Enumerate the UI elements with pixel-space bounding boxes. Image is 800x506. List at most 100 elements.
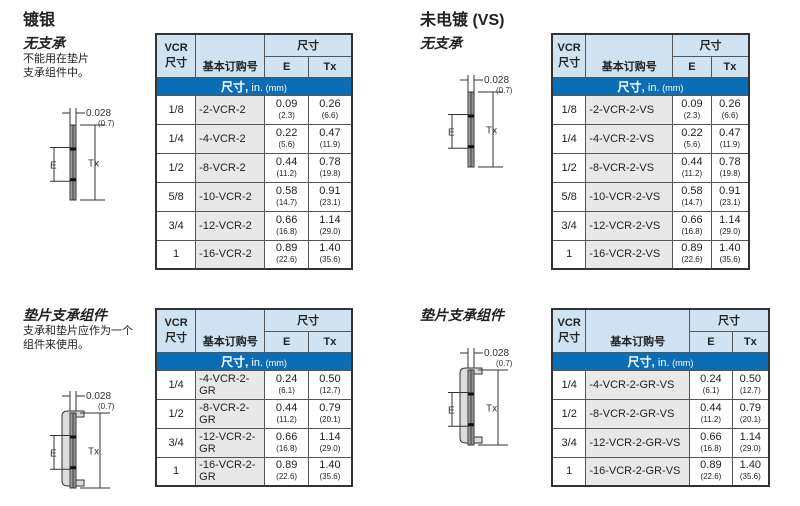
- vcr-size: 1: [551, 456, 587, 487]
- part-number: -12-VCR-2: [195, 210, 266, 241]
- part-number: -8-VCR-2-VS: [585, 152, 674, 183]
- table-row: 1/2 -8-VCR-2 0.44 (11.2) 0.78 (19.8): [155, 152, 353, 183]
- table-row: 1/4 -4-VCR-2 0.22 (5.6) 0.47 (11.9): [155, 123, 353, 154]
- e-value: 0.22 (5.6): [264, 123, 309, 154]
- dimension-table: VCR 尺寸 基本订购号 尺寸 E Tx 尺寸, in. (mm) 1/4 -4-V…: [551, 308, 770, 487]
- vcr-size: 1: [155, 456, 197, 487]
- tx-value: 1.40 (35.6): [307, 456, 353, 487]
- col-header-vcr: VCR 尺寸: [551, 308, 587, 353]
- units-band: 尺寸, in. (mm): [155, 76, 353, 96]
- tx-value: 0.79 (20.1): [307, 398, 353, 429]
- tx-value: 1.14 (29.0): [307, 210, 353, 241]
- subsection-desc: 不能用在垫片 支承组件中。: [23, 53, 89, 79]
- table-row: 1/4 -4-VCR-2-VS 0.22 (5.6) 0.47 (11.9): [551, 123, 750, 154]
- e-label: E: [50, 160, 57, 171]
- table-row: 1/8 -2-VCR-2-VS 0.09 (2.3) 0.26 (6.6): [551, 94, 750, 125]
- col-header-vcr: VCR 尺寸: [551, 33, 587, 78]
- part-number: -12-VCR-2-GR: [195, 427, 266, 458]
- subsection-desc: 支承和垫片应作为一个 组件来使用。: [23, 325, 133, 351]
- tx-label: Tx: [486, 404, 497, 415]
- tx-value: 1.40 (35.6): [307, 239, 353, 270]
- tx-value: 1.14 (29.0): [710, 210, 750, 241]
- e-value: 0.44 (11.2): [264, 152, 309, 183]
- col-header-e: E: [672, 55, 712, 78]
- tx-value: 0.47 (11.9): [307, 123, 353, 154]
- e-label: E: [448, 405, 455, 416]
- table-row: 1/4 -4-VCR-2-GR 0.24 (6.1) 0.50 (12.7): [155, 369, 353, 400]
- e-value: 0.24 (6.1): [264, 369, 309, 400]
- table-row: 5/8 -10-VCR-2 0.58 (14.7) 0.91 (23.1): [155, 181, 353, 212]
- tx-value: 0.47 (11.9): [710, 123, 750, 154]
- e-value: 0.44 (11.2): [264, 398, 309, 429]
- vcr-size: 3/4: [155, 210, 197, 241]
- e-value: 0.89 (22.6): [264, 239, 309, 270]
- e-value: 0.66 (16.8): [264, 427, 309, 458]
- col-header-tx: Tx: [307, 55, 353, 78]
- e-value: 0.89 (22.6): [672, 239, 712, 270]
- vcr-size: 5/8: [155, 181, 197, 212]
- part-number: -4-VCR-2-VS: [585, 123, 674, 154]
- table-row: 3/4 -12-VCR-2-VS 0.66 (16.8) 1.14 (29.0): [551, 210, 750, 241]
- gasket-retainer-diagram: 0.028 (0.7) E Tx: [448, 348, 513, 446]
- dimension-table: VCR 尺寸 基本订购号 尺寸 E Tx 尺寸, in. (mm) 1/8 -2-V…: [155, 33, 353, 270]
- svg-text:(0.7): (0.7): [98, 119, 115, 128]
- dimension-table: VCR 尺寸 基本订购号 尺寸 E Tx 尺寸, in. (mm) 1/8 -2-V…: [551, 33, 750, 270]
- part-number: -8-VCR-2-GR: [195, 398, 266, 429]
- part-number: -4-VCR-2-GR-VS: [585, 369, 691, 400]
- svg-text:(0.7): (0.7): [496, 86, 513, 95]
- subsection-title: 无支承: [420, 35, 462, 51]
- col-header-e: E: [689, 330, 733, 353]
- e-value: 0.22 (5.6): [672, 123, 712, 154]
- table-row: 3/4 -12-VCR-2 0.66 (16.8) 1.14 (29.0): [155, 210, 353, 241]
- gasket-diagram: 0.028 (0.7) E Tx: [448, 75, 513, 168]
- part-number: -4-VCR-2: [195, 123, 266, 154]
- tx-value: 1.14 (29.0): [307, 427, 353, 458]
- col-header-tx: Tx: [710, 55, 750, 78]
- e-value: 0.89 (22.6): [689, 456, 733, 487]
- e-value: 0.58 (14.7): [264, 181, 309, 212]
- vcr-size: 1/2: [551, 152, 587, 183]
- part-number: -2-VCR-2-VS: [585, 94, 674, 125]
- vcr-size: 1/2: [551, 398, 587, 429]
- vcr-size: 3/4: [155, 427, 197, 458]
- table-row: 1/8 -2-VCR-2 0.09 (2.3) 0.26 (6.6): [155, 94, 353, 125]
- tx-value: 0.79 (20.1): [731, 398, 770, 429]
- col-header-dims: 尺寸: [264, 308, 353, 332]
- tx-value: 0.78 (19.8): [307, 152, 353, 183]
- section-title-vs: 未电镀 (VS): [420, 12, 505, 29]
- subsection-title: 垫片支承组件: [23, 307, 107, 323]
- gasket-diagram: 0.028 (0.7) E Tx: [50, 108, 115, 201]
- table-row: 1 -16-VCR-2-VS 0.89 (22.6) 1.40 (35.6): [551, 239, 750, 270]
- vcr-size: 1: [551, 239, 587, 270]
- tx-label: Tx: [88, 159, 99, 170]
- col-header-dims: 尺寸: [689, 308, 770, 332]
- tx-value: 0.78 (19.8): [710, 152, 750, 183]
- tx-value: 1.40 (35.6): [731, 456, 770, 487]
- col-header-vcr: VCR 尺寸: [155, 33, 197, 78]
- e-value: 0.44 (11.2): [672, 152, 712, 183]
- vcr-size: 1/8: [551, 94, 587, 125]
- tx-value: 0.26 (6.6): [710, 94, 750, 125]
- vcr-size: 1/2: [155, 152, 197, 183]
- units-band: 尺寸, in. (mm): [551, 76, 750, 96]
- vcr-size: 1/4: [551, 369, 587, 400]
- part-number: -4-VCR-2-GR: [195, 369, 266, 400]
- e-label: E: [448, 127, 455, 138]
- vcr-size: 1/4: [155, 369, 197, 400]
- vcr-size: 1/8: [155, 94, 197, 125]
- vcr-size: 3/4: [551, 427, 587, 458]
- tx-value: 1.40 (35.6): [710, 239, 750, 270]
- thickness-label: 0.028: [86, 391, 111, 402]
- tx-label: Tx: [486, 126, 497, 137]
- col-header-e: E: [264, 55, 309, 78]
- vcr-size: 1/2: [155, 398, 197, 429]
- col-header-part: 基本订购号: [195, 308, 266, 353]
- tx-value: 1.14 (29.0): [731, 427, 770, 458]
- tx-value: 0.91 (23.1): [307, 181, 353, 212]
- table-row: 5/8 -10-VCR-2-VS 0.58 (14.7) 0.91 (23.1): [551, 181, 750, 212]
- table-row: 3/4 -12-VCR-2-GR 0.66 (16.8) 1.14 (29.0): [155, 427, 353, 458]
- col-header-tx: Tx: [731, 330, 770, 353]
- part-number: -16-VCR-2-GR-VS: [585, 456, 691, 487]
- tx-value: 0.50 (12.7): [731, 369, 770, 400]
- e-label: E: [50, 448, 57, 459]
